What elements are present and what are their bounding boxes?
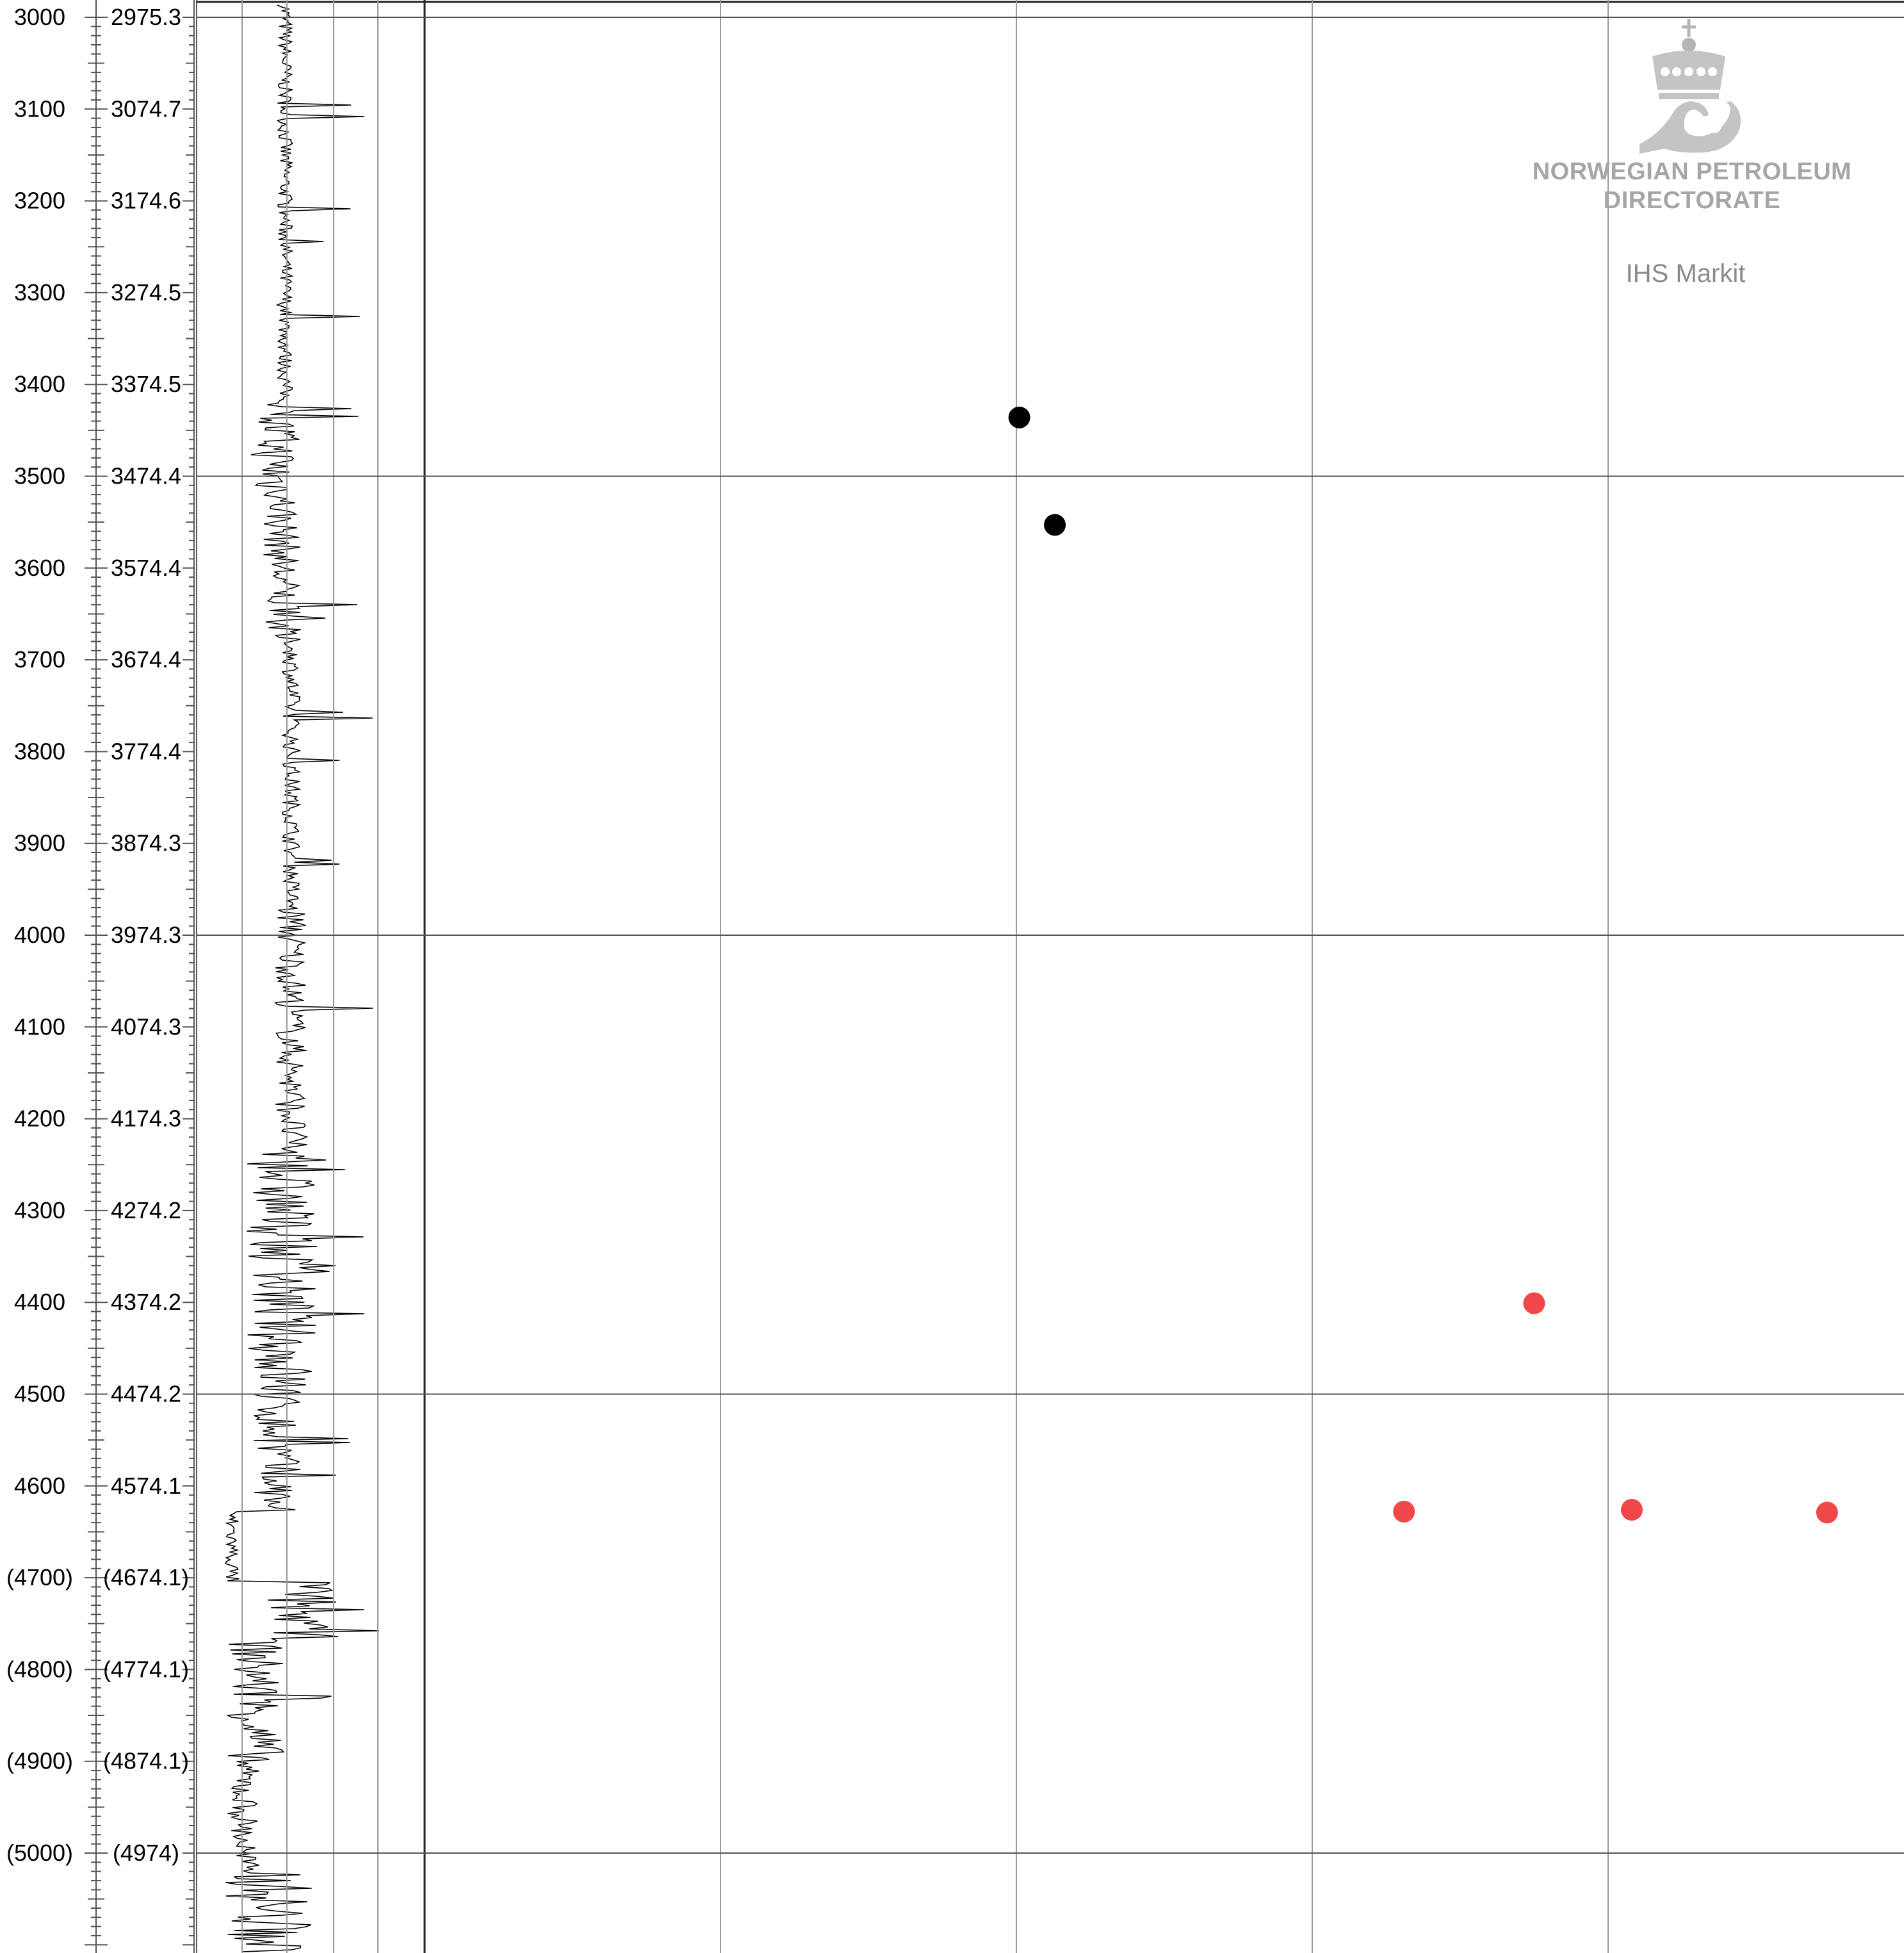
tvd-tick-label: (4774.1) <box>103 1656 189 1682</box>
tvd-tick-label: 2975.3 <box>111 4 181 30</box>
md-tick-label: 3600 <box>14 555 65 581</box>
npd-logo: NORWEGIAN PETROLEUM DIRECTORATE IHS Mark… <box>1533 19 1852 288</box>
md-tick-label: 4600 <box>14 1473 65 1499</box>
md-tick-label: 4300 <box>14 1197 65 1223</box>
md-tick-label: 3400 <box>14 371 65 397</box>
md-tick-label: 3800 <box>14 738 65 764</box>
log-curve <box>224 4 380 1952</box>
tvd-tick-label: 4174.3 <box>111 1106 181 1132</box>
tvd-tick-label: 4574.1 <box>111 1473 181 1499</box>
md-tick-label: 4500 <box>14 1381 65 1407</box>
tvd-tick-label: 4074.3 <box>111 1013 181 1040</box>
tvd-tick-label: 3074.7 <box>111 95 181 122</box>
data-point-1-2 <box>1044 514 1066 536</box>
grid <box>196 0 1904 1953</box>
tvd-tick-label: 3474.4 <box>111 463 181 489</box>
md-tick-label: 3100 <box>14 95 65 122</box>
tvd-tick-label: 3974.3 <box>111 922 181 948</box>
md-tick-label: 3000 <box>14 4 65 30</box>
tvd-tick-label: 4274.2 <box>111 1197 181 1223</box>
tvd-tick-label: 3274.5 <box>111 279 181 306</box>
log-track <box>224 4 380 1952</box>
data-point-1-1 <box>1008 406 1030 429</box>
logo-text-line1: NORWEGIAN PETROLEUM <box>1533 158 1852 185</box>
data-point-2-4 <box>1816 1501 1838 1524</box>
lion-icon <box>1640 101 1741 154</box>
md-tick-label: (5000) <box>6 1840 73 1866</box>
md-tick-label: (4700) <box>6 1564 73 1590</box>
tvd-tick-label: (4974) <box>113 1840 179 1866</box>
data-point-2-2 <box>1393 1500 1415 1523</box>
md-tick-label: 3700 <box>14 646 65 673</box>
md-tick-label: 4400 <box>14 1289 65 1315</box>
md-tick-label: 3200 <box>14 188 65 214</box>
tvd-tick-label: 3374.5 <box>111 371 181 397</box>
md-tick-label: 4200 <box>14 1106 65 1132</box>
md-tick-label: 4000 <box>14 922 65 948</box>
tvd-tick-label: 3674.4 <box>111 646 181 673</box>
data-points <box>1008 406 1838 1524</box>
tvd-tick-label: 4374.2 <box>111 1289 181 1315</box>
tvd-depth-axis: 2975.3 3074.7 3174.6 3274.5 3374.5 3474.4 3574… <box>103 0 195 1953</box>
tvd-tick-label: 4474.2 <box>111 1381 181 1407</box>
data-point-2-1 <box>1523 1292 1545 1314</box>
data-point-2-3 <box>1620 1499 1643 1521</box>
tvd-tick-label: (4874.1) <box>103 1748 189 1774</box>
ihs-markit-logo: IHS Markit <box>1626 259 1746 288</box>
md-tick-label: 3900 <box>14 830 65 856</box>
logo-text-line2: DIRECTORATE <box>1604 187 1780 214</box>
tvd-tick-label: 3874.3 <box>111 830 181 856</box>
md-tick-label: 3500 <box>14 463 65 489</box>
tvd-tick-label: (4674.1) <box>103 1564 189 1590</box>
tvd-tick-label: 3174.6 <box>111 188 181 214</box>
md-tick-label: 3300 <box>14 279 65 306</box>
crown-icon <box>1652 19 1725 99</box>
md-depth-axis: 3000 3100 3200 3300 3400 3500 3600 3700 3800 3900… <box>6 0 108 1953</box>
md-tick-label: (4800) <box>6 1656 73 1682</box>
md-tick-label: 4100 <box>14 1013 65 1040</box>
tvd-tick-label: 3574.4 <box>111 555 181 581</box>
md-tick-label: (4900) <box>6 1748 73 1774</box>
tvd-tick-label: 3774.4 <box>111 738 181 764</box>
